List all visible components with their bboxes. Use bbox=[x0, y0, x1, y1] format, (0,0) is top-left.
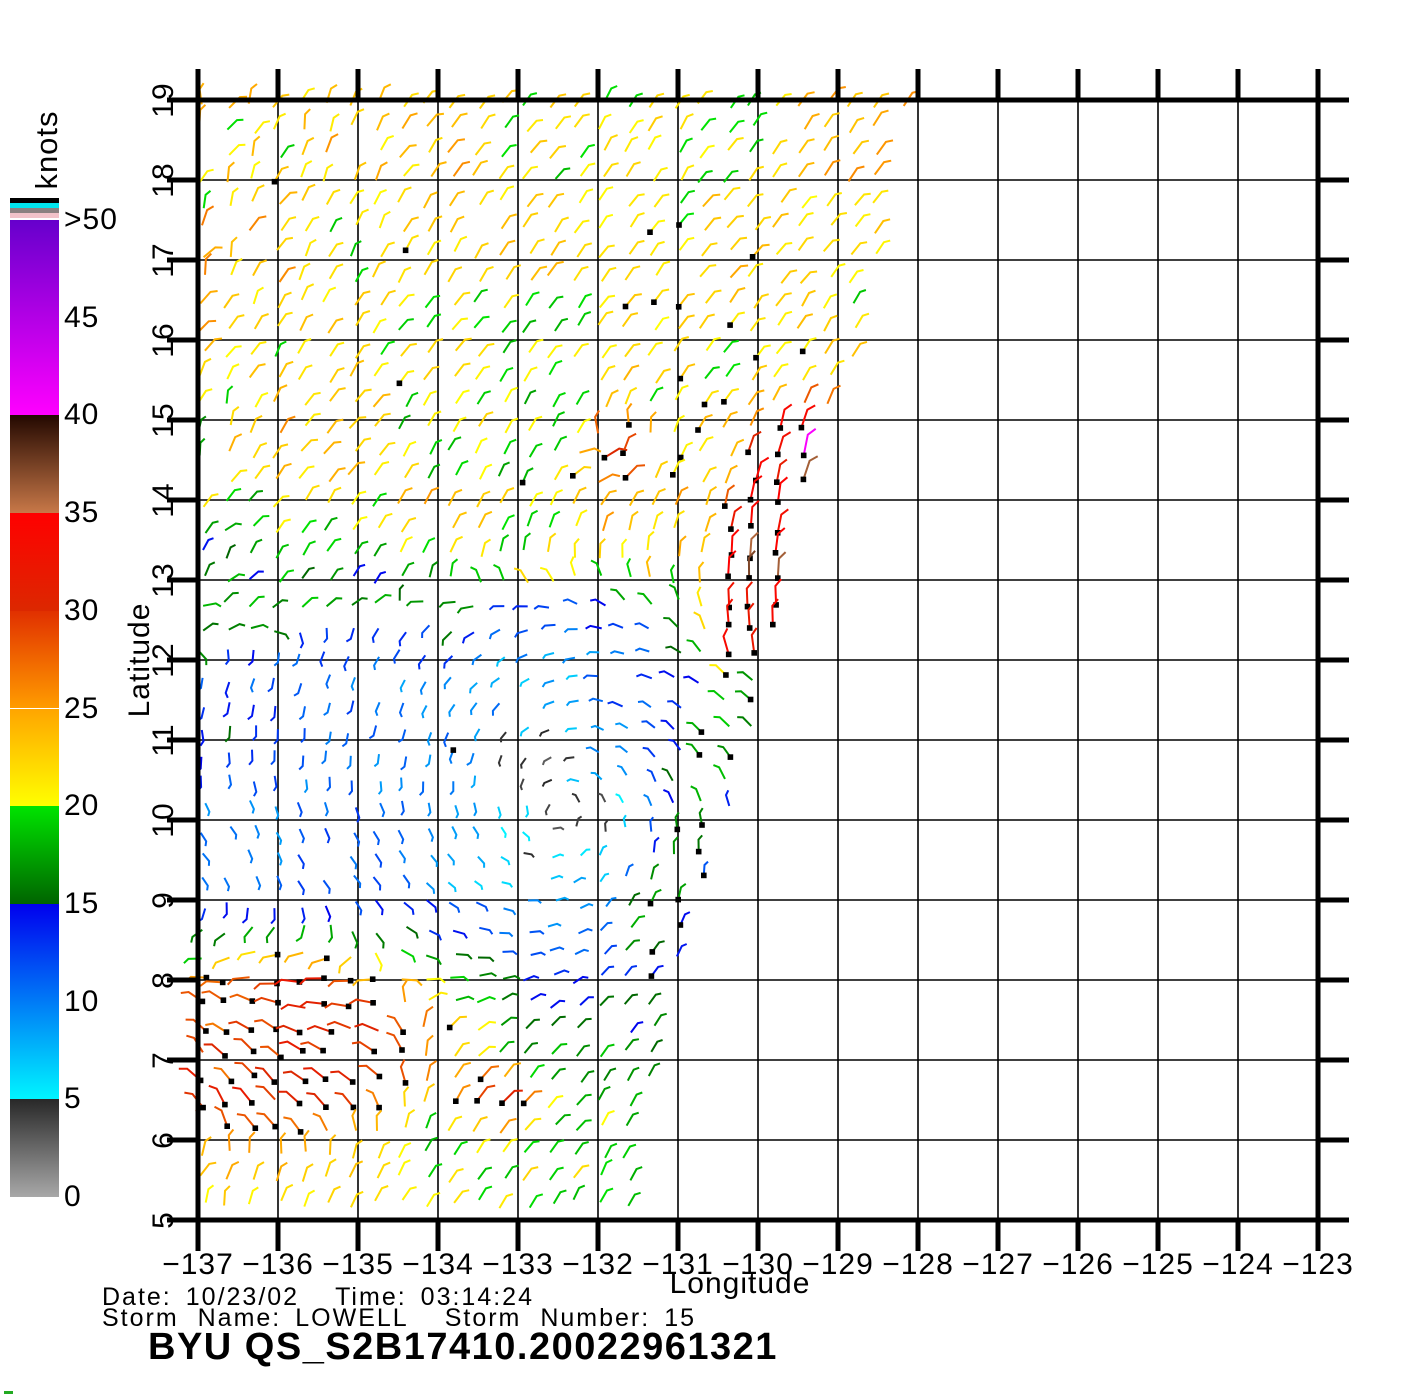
x-tick-label: −136 bbox=[242, 1248, 314, 1281]
y-tick-label: 9 bbox=[147, 891, 180, 909]
plot-title: BYU QS_S2B17410.20022961321 bbox=[148, 1326, 778, 1368]
colorbar-segment bbox=[10, 903, 59, 1100]
colorbar-segment bbox=[10, 220, 59, 416]
colorbar-label: 0 bbox=[64, 1180, 82, 1213]
annotation-date-time: Date: 10/23/02 Time: 03:14:24 bbox=[102, 1283, 534, 1312]
colorbar-segment bbox=[10, 1099, 59, 1197]
colorbar-top-stripe bbox=[10, 203, 59, 208]
time-value: 03:14:24 bbox=[420, 1283, 534, 1311]
x-tick-label: −137 bbox=[162, 1248, 234, 1281]
colorbar-top-stripe bbox=[10, 208, 59, 213]
colorbar-top-stripe bbox=[10, 213, 59, 218]
x-tick-label: −128 bbox=[882, 1248, 954, 1281]
wind-vectors bbox=[178, 82, 920, 1209]
x-axis-title: Longitude bbox=[669, 1267, 811, 1300]
y-tick-label: 10 bbox=[147, 802, 180, 838]
colorbar-segment bbox=[10, 708, 59, 807]
colorbar-label: 40 bbox=[64, 398, 100, 432]
y-axis-title: Latitude bbox=[123, 602, 156, 718]
colorbar-segment bbox=[10, 415, 59, 514]
colorbar-segment bbox=[10, 610, 59, 709]
colorbar-label: 5 bbox=[64, 1082, 82, 1116]
x-tick-label: −124 bbox=[1202, 1248, 1274, 1281]
x-tick-label: −125 bbox=[1122, 1248, 1194, 1281]
colorbar-label: >50 bbox=[64, 203, 118, 236]
colorbar-label: 35 bbox=[64, 496, 100, 530]
date-value: 10/23/02 bbox=[185, 1283, 300, 1311]
y-tick-label: 17 bbox=[147, 242, 180, 278]
axis-ticks bbox=[167, 69, 1349, 1251]
date-label: Date: bbox=[102, 1283, 172, 1311]
x-tick-label: −123 bbox=[1282, 1248, 1354, 1281]
x-tick-label: −131 bbox=[642, 1248, 714, 1281]
storm-number-value: 15 bbox=[664, 1304, 696, 1332]
x-tick-label: −135 bbox=[322, 1248, 394, 1281]
colorbar-top-stripe bbox=[10, 198, 59, 203]
colorbar-label: 15 bbox=[64, 886, 100, 920]
x-tick-label: −132 bbox=[562, 1248, 634, 1281]
x-tick-label: −133 bbox=[482, 1248, 554, 1281]
y-tick-label: 7 bbox=[147, 1051, 180, 1069]
colorbar-label: 10 bbox=[64, 984, 100, 1018]
colorbar-segment bbox=[10, 806, 59, 904]
colorbar-label: 25 bbox=[64, 691, 100, 725]
colorbar-label: 45 bbox=[64, 300, 100, 334]
colorbar-label: 30 bbox=[64, 593, 100, 627]
y-tick-label: 13 bbox=[147, 562, 180, 598]
y-tick-label: 8 bbox=[147, 971, 180, 989]
y-tick-label: 11 bbox=[147, 723, 180, 757]
x-tick-label: −134 bbox=[402, 1248, 474, 1281]
x-tick-label: −126 bbox=[1042, 1248, 1114, 1281]
x-tick-label: −127 bbox=[962, 1248, 1034, 1281]
y-tick-label: 5 bbox=[147, 1211, 180, 1229]
annotation-storm: Storm Name: LOWELL Storm Number: 15 bbox=[102, 1304, 696, 1333]
storm-name-label: Storm Name: bbox=[102, 1304, 282, 1332]
colorbar-segment bbox=[10, 513, 59, 611]
y-tick-label: 6 bbox=[147, 1131, 180, 1149]
x-tick-label: −130 bbox=[722, 1248, 794, 1281]
stray-mark bbox=[4, 1391, 13, 1394]
y-tick-label: 14 bbox=[147, 482, 180, 518]
storm-number-label: Storm Number: bbox=[444, 1304, 651, 1332]
colorbar-label: 20 bbox=[64, 789, 100, 823]
x-tick-label: −129 bbox=[802, 1248, 874, 1281]
y-tick-label: 18 bbox=[147, 162, 180, 198]
y-tick-label: 19 bbox=[147, 82, 180, 118]
storm-name-value: LOWELL bbox=[295, 1304, 409, 1332]
y-tick-label: 16 bbox=[147, 322, 180, 358]
time-label: Time: bbox=[335, 1283, 407, 1311]
y-tick-label: 15 bbox=[147, 402, 180, 438]
